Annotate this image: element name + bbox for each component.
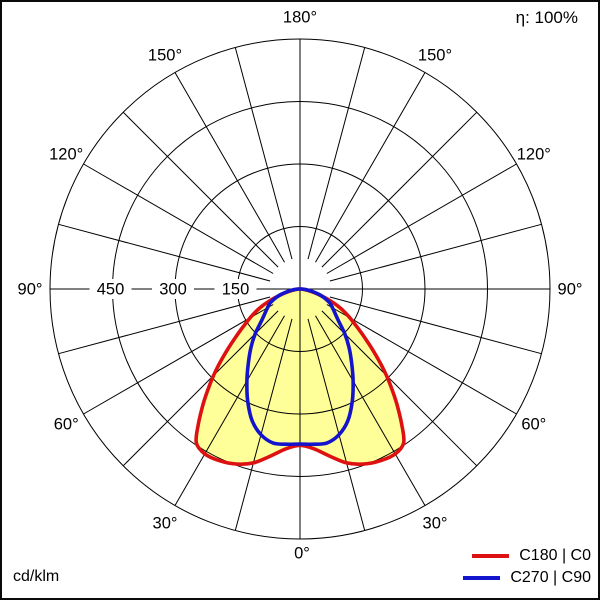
radial-tick-mask	[89, 279, 132, 299]
grid-ray	[315, 72, 426, 263]
unit-label: cd/klm	[13, 568, 60, 585]
gamma-label-0: 0°	[294, 545, 310, 563]
c0-line-swatch	[472, 554, 510, 558]
gamma-label-30-right: 30°	[423, 514, 448, 532]
grid-ray	[326, 304, 517, 415]
gamma-label-60-left: 60°	[54, 416, 79, 434]
gamma-label-120-left: 120°	[49, 146, 83, 164]
grid-ray	[174, 315, 285, 506]
c270-c90-curve	[245, 287, 355, 447]
light-output-ratio-label: η: 100%	[515, 8, 578, 27]
legend: C180 | C0 C270 | C90	[463, 545, 591, 589]
radial-tick-mask	[214, 279, 257, 299]
grid-ray	[234, 318, 293, 531]
gamma-label-150-right: 150°	[418, 47, 452, 65]
gamma-label-90-right: 90°	[558, 281, 583, 299]
grid-ray	[315, 315, 426, 506]
grid-ray	[321, 111, 478, 268]
gamma-label-120-right: 120°	[517, 146, 551, 164]
legend-item-c0: C180 | C0	[463, 545, 591, 567]
gamma-label-90-left: 90°	[18, 281, 43, 299]
legend-label-c90: C270 | C90	[510, 569, 591, 586]
gamma-label-30-left: 30°	[153, 514, 178, 532]
grid-ray	[58, 223, 271, 282]
grid-ray	[234, 47, 293, 260]
c90-line-swatch	[463, 576, 501, 580]
legend-item-c90: C270 | C90	[463, 567, 591, 589]
c180-c0-curve	[194, 287, 406, 466]
legend-label-c0: C180 | C0	[519, 547, 591, 564]
grid-ray	[307, 47, 366, 260]
grid-ray	[122, 111, 279, 268]
grid-ray	[326, 163, 517, 274]
grid-ray	[58, 296, 271, 355]
grid-ray	[307, 318, 366, 531]
radial-tick-label: 300	[159, 281, 187, 299]
grid-ray	[329, 223, 542, 282]
gamma-label-60-right: 60°	[521, 416, 546, 434]
grid-ray	[174, 72, 285, 263]
radial-tick-label: 450	[97, 281, 125, 299]
radial-tick-mask	[152, 279, 194, 299]
radial-tick-label: 150	[222, 281, 250, 299]
grid-ray	[329, 296, 542, 355]
grid-ray	[83, 304, 274, 415]
gamma-label-180: 180°	[283, 9, 317, 27]
gamma-label-150-left: 150°	[148, 47, 182, 65]
grid-ray	[83, 163, 274, 274]
